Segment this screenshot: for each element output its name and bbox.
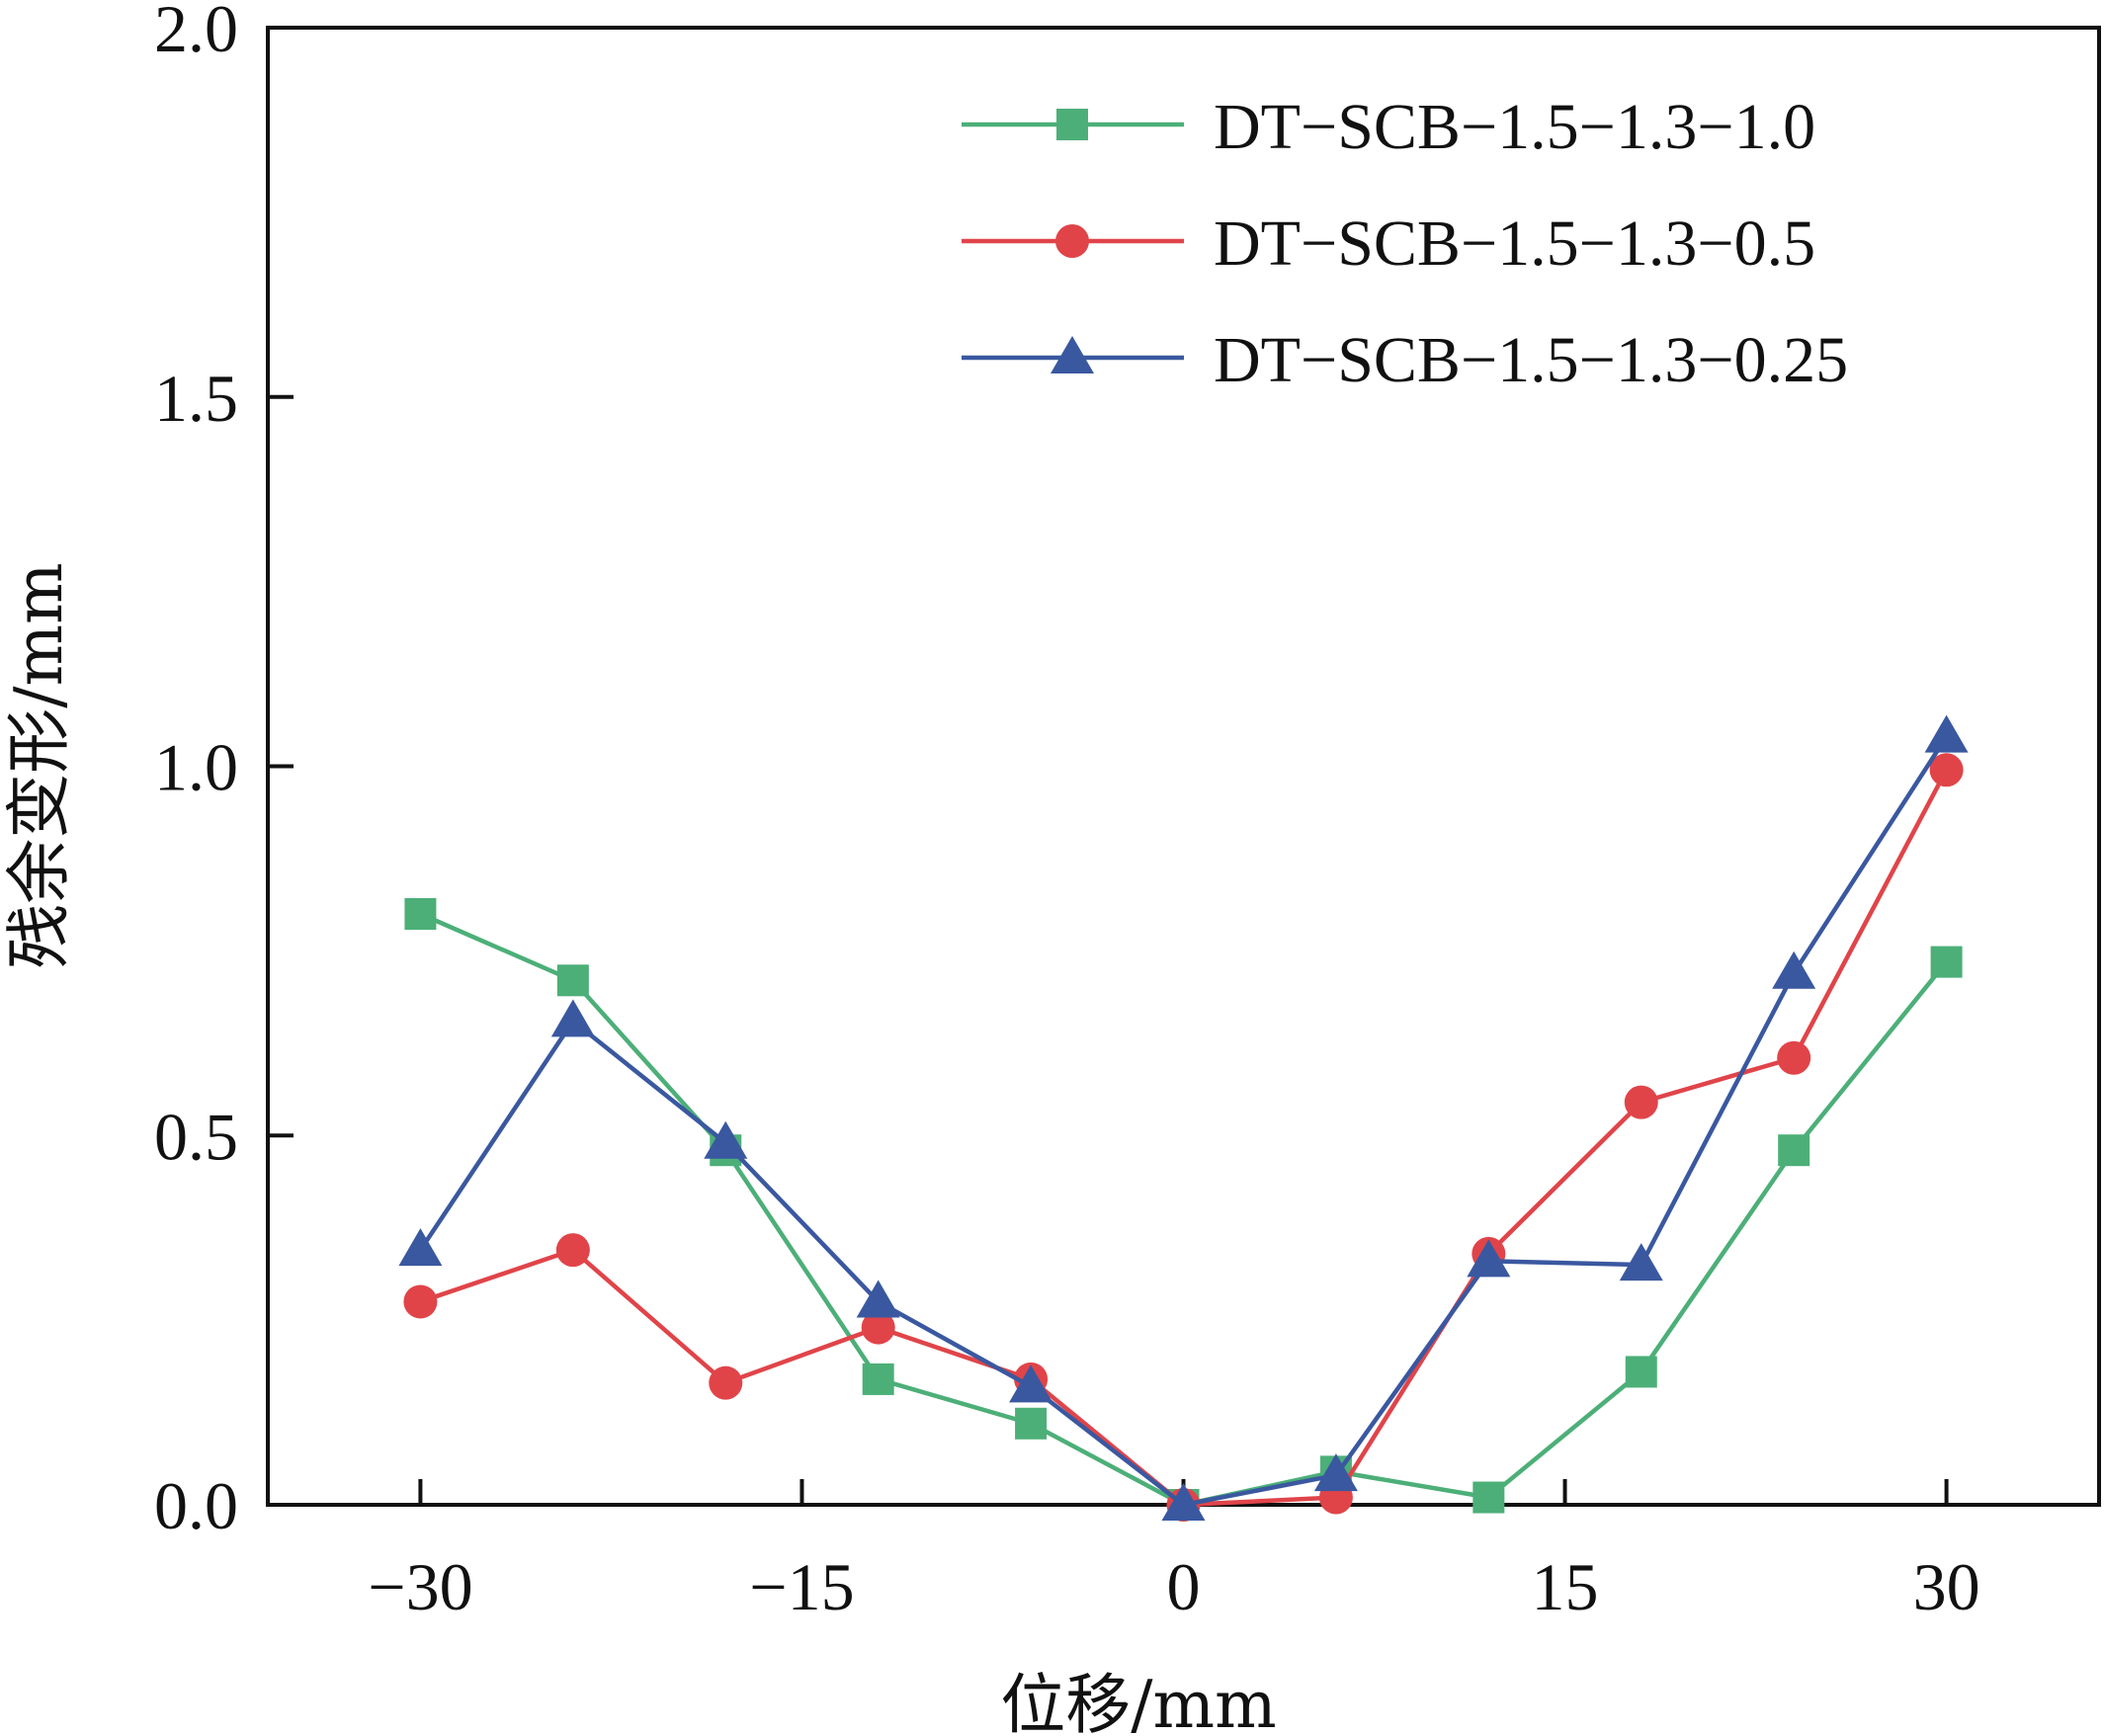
legend-marker: [1055, 224, 1089, 258]
legend-label: DT−SCB−1.5−1.3−1.0: [1214, 91, 1815, 163]
legend-marker: [1056, 109, 1088, 140]
data-point: [709, 1365, 743, 1400]
series-3: [398, 714, 1969, 1521]
y-tick-label: 0.0: [154, 1468, 238, 1543]
data-point: [1625, 1356, 1657, 1388]
x-tick-label: 15: [1532, 1549, 1599, 1624]
data-point: [1619, 1243, 1663, 1281]
legend-label: DT−SCB−1.5−1.3−0.5: [1214, 207, 1815, 280]
y-axis-title: 残余变形/mm: [1, 562, 77, 968]
legend-label: DT−SCB−1.5−1.3−0.25: [1214, 324, 1848, 396]
data-point: [1777, 1040, 1811, 1075]
data-point: [1772, 951, 1816, 989]
y-tick-label: 1.0: [154, 730, 238, 805]
y-tick-label: 1.5: [154, 361, 238, 436]
data-point: [1929, 753, 1964, 787]
series-line: [419, 769, 1949, 1508]
y-axis-ticks: 0.0 0.5 1.0 1.5 2.0: [154, 0, 294, 1543]
data-point: [403, 1284, 438, 1319]
data-point: [1161, 1483, 1206, 1521]
data-point: [398, 1228, 443, 1267]
data-point: [862, 1363, 894, 1395]
data-point: [550, 999, 595, 1037]
x-axis-ticks: −30 −15 0 15 30: [368, 1479, 1980, 1624]
series-2: [403, 753, 1964, 1522]
x-tick-label: −30: [368, 1549, 472, 1624]
data-point: [1473, 1481, 1505, 1514]
x-tick-label: −15: [749, 1549, 854, 1624]
series-1: [404, 898, 1963, 1521]
data-point: [1313, 1453, 1358, 1492]
data-point: [1924, 714, 1969, 753]
data-point: [1467, 1239, 1511, 1278]
data-point: [404, 898, 437, 930]
x-axis-title: 位移/mm: [1000, 1667, 1276, 1736]
series-line: [419, 911, 1949, 1508]
data-point: [1930, 946, 1963, 978]
legend: DT−SCB−1.5−1.3−1.0 DT−SCB−1.5−1.3−0.5 DT−S…: [962, 91, 1848, 396]
data-point: [556, 964, 589, 997]
data-point: [1009, 1364, 1053, 1403]
series-layer: [398, 714, 1969, 1522]
series-line: [418, 735, 1949, 1508]
y-tick-label: 2.0: [154, 0, 238, 66]
data-point: [555, 1233, 590, 1268]
data-point: [704, 1120, 748, 1159]
data-point: [1015, 1407, 1048, 1440]
x-tick-label: 30: [1913, 1549, 1980, 1624]
x-tick-label: 0: [1167, 1549, 1201, 1624]
data-point: [1778, 1134, 1810, 1167]
data-point: [861, 1310, 895, 1345]
plot-frame: [266, 26, 2101, 1507]
data-point: [1624, 1085, 1658, 1119]
y-tick-label: 0.5: [154, 1099, 238, 1174]
legend-marker: [1051, 336, 1094, 373]
data-point: [856, 1280, 900, 1318]
